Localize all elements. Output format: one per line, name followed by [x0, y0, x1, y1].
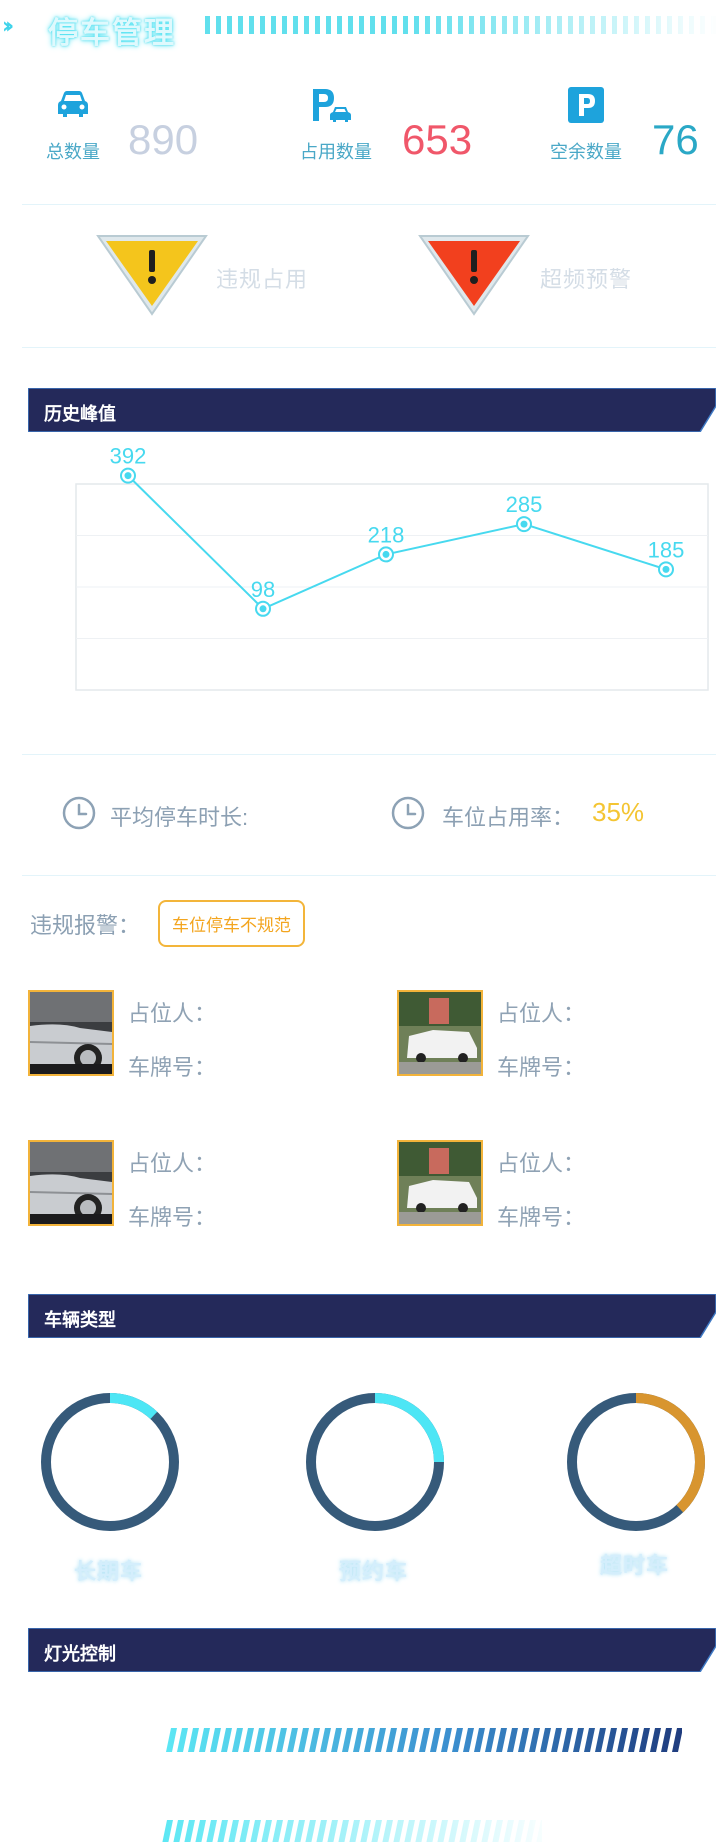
donut-arc: [306, 1393, 444, 1531]
donut-arc: [41, 1393, 179, 1531]
donut-track: [41, 1393, 179, 1531]
stat-free-label: 空余数量: [550, 142, 622, 162]
section-bar-background: [28, 1628, 716, 1672]
occupant-label: 占位人：: [497, 1001, 586, 1026]
light-strip-bar[interactable]: [162, 1820, 542, 1842]
stat-occupied: [310, 86, 352, 129]
chart-point-dot: [382, 550, 390, 558]
car-side-photo[interactable]: [28, 1140, 114, 1226]
history-peak-chart: 392 98 218 285 185: [75, 448, 709, 691]
divider: [22, 347, 716, 348]
stat-free: [567, 86, 605, 129]
plate-label: 车牌号：: [128, 1205, 217, 1230]
chart-point-dot: [662, 565, 670, 573]
divider: [22, 754, 716, 755]
clock-icon: [391, 796, 425, 830]
vehicle-type-label: 超时车: [600, 1553, 670, 1578]
vehicle-type-donut: [41, 1393, 179, 1531]
chart-data-label: 218: [368, 522, 405, 547]
violation-card[interactable]: 占位人： 车牌号：: [28, 990, 328, 1080]
vehicle-type-label: 长期车: [74, 1559, 144, 1584]
alarm-label: 违规报警：: [30, 913, 141, 938]
donut-arc: [567, 1393, 705, 1531]
double-chevron-icon: ››: [2, 14, 14, 39]
clock-icon: [62, 796, 96, 830]
street-cars-photo[interactable]: [397, 1140, 483, 1226]
section-vehicle-type: 车辆类型: [28, 1294, 716, 1338]
warning-overfrequency[interactable]: [418, 234, 530, 321]
occupancy-rate-value: 35%: [592, 797, 645, 827]
divider: [22, 875, 716, 876]
vehicle-type-donut: [306, 1393, 444, 1531]
section-title: 历史峰值: [44, 404, 116, 424]
chart-point-dot: [259, 605, 267, 613]
street-cars-photo[interactable]: [397, 990, 483, 1076]
warning-illegal-occupancy[interactable]: [96, 234, 208, 321]
plate-label: 车牌号：: [497, 1205, 586, 1230]
stat-occupied-value: 653: [402, 116, 473, 163]
occupant-label: 占位人：: [128, 1001, 217, 1026]
parking-car-icon: [313, 89, 351, 122]
stat-total-value: 890: [128, 116, 199, 163]
warning-yellow-icon: [96, 235, 208, 316]
section-history-peak: 历史峰值: [28, 388, 716, 432]
section-title: 灯光控制: [44, 1644, 116, 1664]
warning-red-icon: [418, 235, 530, 316]
section-bar-background: [28, 388, 716, 432]
occupant-label: 占位人：: [497, 1151, 586, 1176]
stat-total: [54, 86, 92, 129]
header-decoration-stripes: [205, 16, 720, 34]
chart-data-label: 392: [110, 448, 147, 469]
stat-occupied-label: 占用数量: [300, 142, 372, 162]
occupant-label: 占位人：: [128, 1151, 217, 1176]
light-strip-bar[interactable]: [166, 1728, 682, 1752]
section-title: 车辆类型: [44, 1310, 116, 1330]
car-side-photo[interactable]: [28, 990, 114, 1076]
section-bar-background: [28, 1294, 716, 1338]
divider: [22, 204, 716, 205]
section-light-control: 灯光控制: [28, 1628, 716, 1672]
chart-point-dot: [520, 520, 528, 528]
occupancy-rate-label: 车位占用率：: [442, 805, 575, 830]
plate-label: 车牌号：: [497, 1055, 586, 1080]
vehicle-type-donut: [567, 1393, 705, 1531]
chart-point-dot: [124, 472, 132, 480]
plate-label: 车牌号：: [128, 1055, 217, 1080]
stat-free-value: 76: [652, 116, 699, 163]
page-header: ›› 停车管理: [0, 0, 722, 50]
violation-card[interactable]: 占位人： 车牌号：: [397, 990, 697, 1080]
violation-card[interactable]: 占位人： 车牌号：: [397, 1140, 697, 1230]
alarm-tag[interactable]: 车位停车不规范: [158, 900, 305, 947]
page-title: 停车管理: [48, 17, 176, 50]
car-icon: [58, 91, 88, 117]
chart-data-label: 185: [648, 537, 685, 562]
parking-icon: [568, 87, 604, 123]
vehicle-type-label: 预约车: [339, 1559, 409, 1584]
warning-illegal-occupancy-label: 违规占用: [216, 267, 309, 292]
chart-data-label: 285: [506, 492, 543, 517]
stat-total-label: 总数量: [46, 142, 100, 162]
violation-card[interactable]: 占位人： 车牌号：: [28, 1140, 328, 1230]
avg-duration-label: 平均停车时长:: [110, 805, 249, 830]
warning-overfrequency-label: 超频预警: [540, 267, 633, 292]
chart-data-label: 98: [251, 577, 275, 602]
